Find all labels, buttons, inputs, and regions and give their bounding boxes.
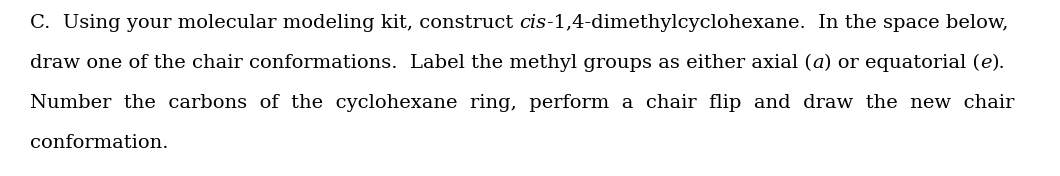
- Text: cis: cis: [519, 14, 547, 32]
- Text: -1,4-dimethylcyclohexane.  In the space below,: -1,4-dimethylcyclohexane. In the space b…: [547, 14, 1008, 32]
- Text: a: a: [812, 54, 824, 72]
- Text: e: e: [979, 54, 991, 72]
- Text: ) or equatorial (: ) or equatorial (: [824, 54, 979, 72]
- Text: draw one of the chair conformations.  Label the methyl groups as either axial (: draw one of the chair conformations. Lab…: [30, 54, 812, 72]
- Text: Number  the  carbons  of  the  cyclohexane  ring,  perform  a  chair  flip  and : Number the carbons of the cyclohexane ri…: [30, 94, 1014, 112]
- Text: C.  Using your molecular modeling kit, construct: C. Using your molecular modeling kit, co…: [30, 14, 519, 32]
- Text: conformation.: conformation.: [30, 134, 169, 152]
- Text: ).: ).: [991, 54, 1005, 72]
